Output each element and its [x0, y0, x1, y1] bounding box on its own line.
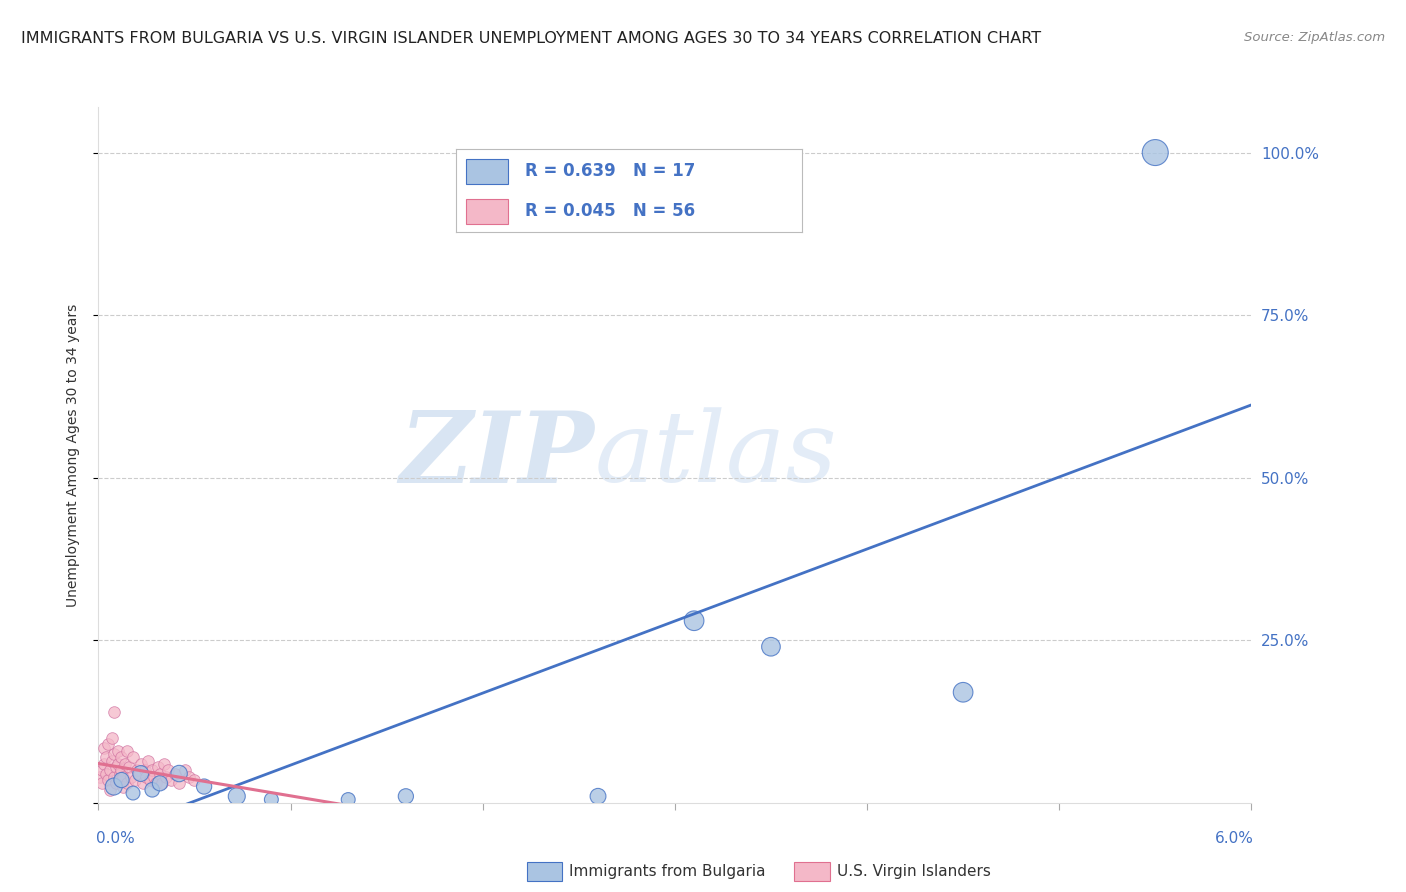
Point [94, 750, 117, 764]
Point [104, 760, 127, 774]
Point [167, 766, 190, 780]
Point [139, 772, 162, 787]
Text: Source: ZipAtlas.com: Source: ZipAtlas.com [1244, 31, 1385, 45]
Point [135, 770, 157, 784]
Point [124, 772, 146, 787]
Point [107, 744, 129, 758]
Point [143, 770, 166, 784]
Point [586, 789, 609, 804]
Text: atlas: atlas [595, 408, 837, 502]
Point [155, 770, 177, 784]
Point [156, 764, 179, 778]
Point [759, 640, 782, 654]
Point [97, 772, 120, 787]
Point [134, 764, 156, 778]
Point [117, 776, 139, 790]
Point [125, 764, 148, 778]
Point [110, 750, 132, 764]
Point [114, 756, 136, 771]
Point [122, 786, 145, 800]
Text: IMMIGRANTS FROM BULGARIA VS U.S. VIRGIN ISLANDER UNEMPLOYMENT AMONG AGES 30 TO 3: IMMIGRANTS FROM BULGARIA VS U.S. VIRGIN … [21, 31, 1042, 46]
Point [183, 772, 205, 787]
Point [112, 770, 135, 784]
Point [225, 789, 247, 804]
Point [103, 747, 125, 761]
Point [108, 766, 131, 780]
Text: ZIP: ZIP [399, 407, 595, 503]
Point [108, 772, 131, 787]
Point [1144, 145, 1167, 160]
Point [138, 754, 160, 768]
Point [112, 780, 135, 794]
Point [103, 705, 125, 719]
Y-axis label: Unemployment Among Ages 30 to 34 years: Unemployment Among Ages 30 to 34 years [66, 303, 80, 607]
Point [141, 764, 163, 778]
Point [110, 764, 132, 778]
Point [165, 766, 187, 780]
Point [93, 756, 115, 771]
Point [150, 776, 173, 790]
Point [193, 780, 215, 794]
Point [120, 770, 142, 784]
Point [145, 776, 167, 790]
Point [167, 776, 190, 790]
Point [129, 756, 152, 771]
Point [89, 770, 111, 784]
Point [107, 756, 129, 771]
Point [101, 731, 124, 745]
Point [122, 750, 145, 764]
Point [104, 776, 127, 790]
Point [160, 772, 183, 787]
Point [395, 789, 418, 804]
Text: 0.0%: 0.0% [96, 830, 135, 846]
Point [952, 685, 974, 699]
Point [117, 744, 139, 758]
Point [683, 614, 706, 628]
Point [98, 764, 121, 778]
Point [94, 766, 117, 780]
Point [101, 754, 124, 768]
Point [141, 782, 163, 797]
Point [110, 772, 132, 787]
Point [91, 764, 114, 778]
Point [103, 780, 125, 794]
Point [103, 770, 125, 784]
Point [91, 776, 114, 790]
Point [128, 766, 150, 780]
Point [129, 766, 152, 780]
Point [177, 770, 200, 784]
Point [93, 740, 115, 755]
Point [174, 764, 197, 778]
Point [98, 782, 121, 797]
Text: 6.0%: 6.0% [1215, 830, 1254, 846]
Point [260, 792, 283, 806]
Point [149, 766, 172, 780]
Point [146, 760, 169, 774]
Point [131, 776, 153, 790]
Point [118, 760, 141, 774]
Text: U.S. Virgin Islanders: U.S. Virgin Islanders [837, 864, 990, 879]
Point [152, 756, 174, 771]
Point [337, 792, 360, 806]
Point [149, 776, 172, 790]
Text: Immigrants from Bulgaria: Immigrants from Bulgaria [569, 864, 766, 879]
Point [97, 737, 120, 751]
